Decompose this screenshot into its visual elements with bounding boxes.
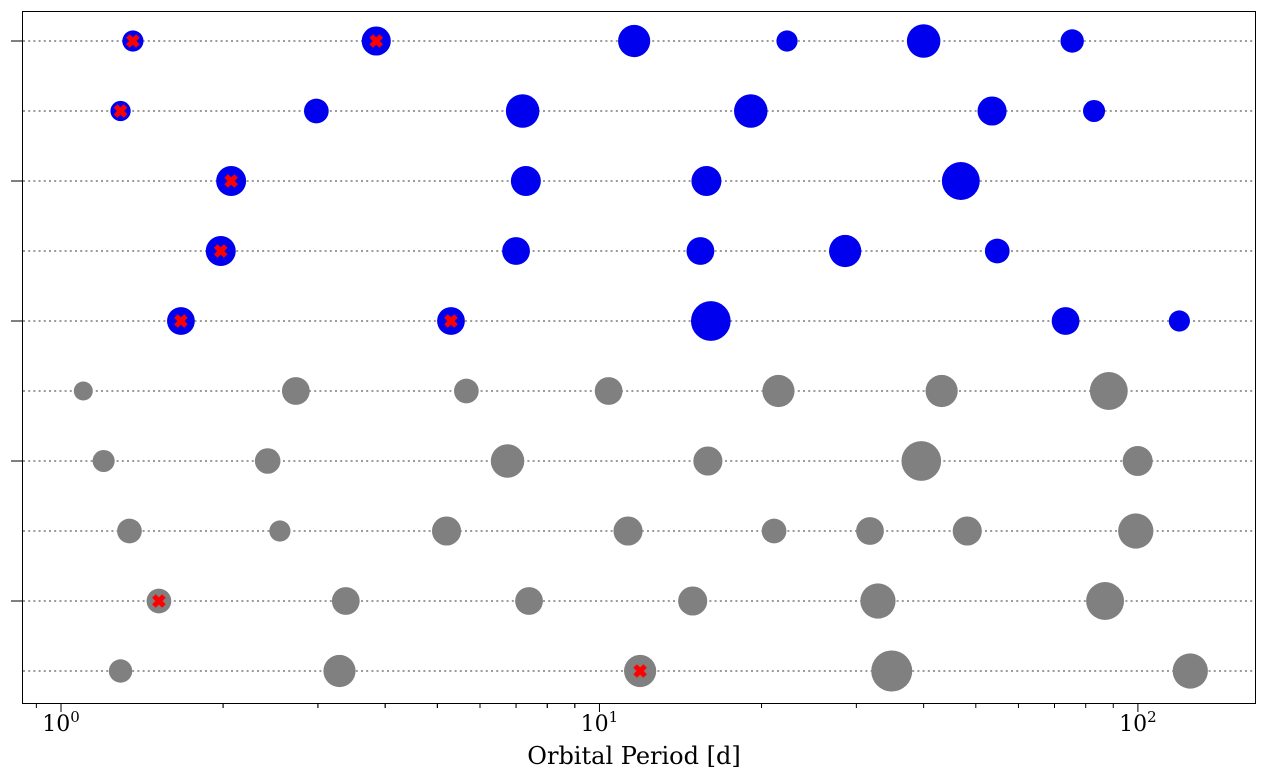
planet-point	[73, 381, 93, 401]
planet-point	[941, 162, 980, 200]
planet-point	[776, 30, 798, 52]
planet-point	[1083, 99, 1106, 123]
planet-point	[1089, 372, 1128, 410]
cross-marker-shape	[633, 664, 647, 678]
cross-marker	[174, 314, 188, 328]
planet-point	[691, 166, 722, 196]
cross-marker	[152, 594, 166, 608]
cross-marker	[126, 34, 140, 48]
planet-point	[1060, 29, 1084, 53]
cross-marker	[633, 664, 647, 678]
planet-point	[860, 583, 896, 619]
planet-point	[1051, 307, 1080, 335]
planet-point	[761, 518, 787, 544]
cross-marker-shape	[213, 244, 228, 258]
cross-marker	[113, 104, 128, 118]
planet-point	[925, 374, 958, 408]
planet-point	[490, 444, 525, 478]
cross-marker	[444, 314, 458, 328]
x-axis-label: Orbital Period [d]	[527, 742, 740, 770]
cross-marker-shape	[224, 174, 238, 188]
planet-point	[453, 378, 479, 404]
cross-marker-shape	[174, 314, 188, 328]
planet-point	[977, 96, 1007, 126]
planet-point	[108, 659, 133, 683]
planet-point	[762, 374, 795, 408]
planet-point	[1172, 653, 1208, 689]
planet-point	[515, 587, 543, 615]
planet-point	[613, 516, 643, 546]
planet-point	[734, 94, 768, 128]
planet-point	[690, 301, 731, 341]
planet-point	[117, 518, 142, 544]
cross-markers	[113, 34, 647, 678]
planet-point	[618, 24, 651, 58]
planet-point	[1122, 446, 1153, 476]
cross-marker	[369, 34, 384, 48]
planet-point	[1086, 582, 1125, 620]
cross-marker-shape	[113, 104, 128, 118]
x-axis: 100 101 102	[11, 40, 1157, 737]
cross-marker	[213, 244, 228, 258]
planet-point	[431, 516, 462, 546]
planet-point	[331, 587, 360, 615]
x-tick-label: 101	[581, 708, 619, 737]
cross-marker	[224, 174, 238, 188]
planet-point	[856, 517, 884, 545]
planet-point	[871, 650, 913, 692]
planet-point	[952, 516, 982, 546]
planet-point	[1168, 310, 1190, 332]
planet-point	[1118, 513, 1154, 549]
planet-point	[269, 520, 291, 542]
planet-point	[323, 654, 356, 688]
cross-marker-shape	[126, 34, 140, 48]
planet-point	[906, 24, 941, 58]
planet-point	[303, 98, 329, 124]
cross-marker-shape	[152, 594, 166, 608]
planet-point	[686, 237, 715, 265]
planet-point	[505, 94, 540, 128]
planet-point	[281, 377, 310, 405]
planet-point	[829, 234, 862, 268]
cross-marker-shape	[444, 314, 458, 328]
planet-point	[678, 586, 708, 616]
planet-point	[693, 446, 723, 476]
plot-frame	[22, 11, 1256, 704]
x-tick-label: 100	[42, 708, 80, 737]
planet-point	[92, 449, 115, 473]
planet-point	[901, 441, 942, 481]
x-tick-label: 102	[1119, 708, 1157, 737]
planet-point	[510, 166, 541, 196]
planet-point	[254, 448, 281, 474]
planet-point	[984, 238, 1010, 264]
cross-marker-shape	[369, 34, 384, 48]
planet-point	[594, 377, 623, 405]
planet-point	[502, 237, 530, 265]
